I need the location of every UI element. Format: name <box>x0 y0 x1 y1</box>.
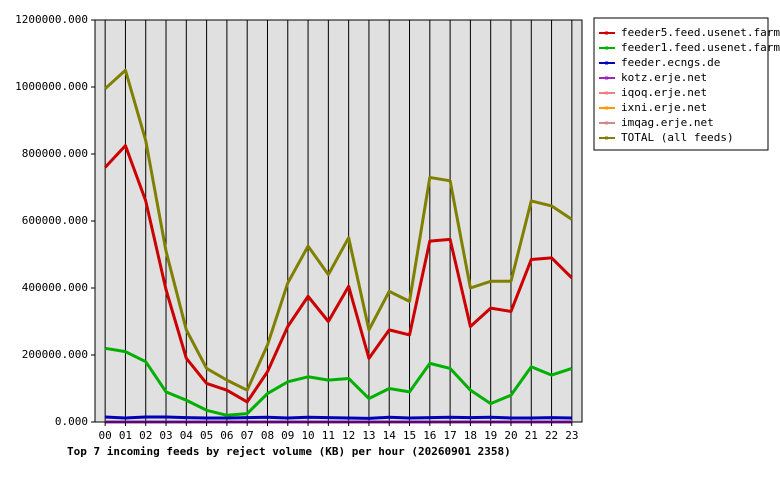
series-line <box>105 415 572 420</box>
x-tick-label: 10 <box>301 429 314 442</box>
y-tick-label: 1200000.000 <box>15 13 88 26</box>
chart-title: Top 7 incoming feeds by reject volume (K… <box>67 445 511 458</box>
x-tick-label: 14 <box>383 429 397 442</box>
x-tick-label: 18 <box>464 429 477 442</box>
y-tick-label: 800000.000 <box>22 147 88 160</box>
legend-label: feeder5.feed.usenet.farm <box>621 26 780 39</box>
legend-label: imqag.erje.net <box>621 116 714 129</box>
legend-dot <box>605 106 608 110</box>
x-tick-label: 07 <box>241 429 254 442</box>
x-tick-label: 13 <box>362 429 375 442</box>
legend-label: ixni.erje.net <box>621 101 707 114</box>
x-tick-label: 04 <box>180 429 194 442</box>
x-tick-label: 15 <box>403 429 416 442</box>
x-tick-label: 22 <box>545 429 558 442</box>
x-tick-label: 05 <box>200 429 213 442</box>
series-line <box>104 346 573 417</box>
x-tick-label: 21 <box>525 429 538 442</box>
x-tick-label: 06 <box>220 429 233 442</box>
x-tick-label: 17 <box>443 429 456 442</box>
x-tick-label: 09 <box>281 429 294 442</box>
y-tick-label: 1000000.000 <box>15 80 88 93</box>
x-tick-label: 12 <box>342 429 355 442</box>
legend-dot <box>605 76 608 80</box>
x-tick-label: 00 <box>99 429 112 442</box>
legend-label: kotz.erje.net <box>621 71 707 84</box>
y-tick-label: 400000.000 <box>22 281 88 294</box>
x-tick-label: 19 <box>484 429 497 442</box>
series-line <box>104 68 573 392</box>
y-tick-label: 600000.000 <box>22 214 88 227</box>
legend-dot <box>605 31 608 35</box>
x-tick-label: 23 <box>565 429 578 442</box>
legend-label: feeder.ecngs.de <box>621 56 720 69</box>
y-tick-label: 0.000 <box>55 415 88 428</box>
x-tick-label: 20 <box>504 429 517 442</box>
series-line <box>104 144 573 404</box>
legend-label: TOTAL (all feeds) <box>621 131 734 144</box>
x-tick-label: 03 <box>159 429 172 442</box>
x-tick-label: 01 <box>119 429 132 442</box>
legend-dot <box>605 46 608 50</box>
x-tick-label: 11 <box>322 429 335 442</box>
x-tick-label: 02 <box>139 429 152 442</box>
legend-label: feeder1.feed.usenet.farm <box>621 41 780 54</box>
legend-dot <box>605 91 608 95</box>
legend-box <box>593 17 769 151</box>
legend-dot <box>605 61 608 65</box>
legend-dot <box>605 136 608 140</box>
plot-area <box>95 20 582 422</box>
legend-dot <box>605 121 608 125</box>
x-tick-label: 08 <box>261 429 274 442</box>
legend-label: iqoq.erje.net <box>621 86 707 99</box>
x-tick-label: 16 <box>423 429 436 442</box>
y-tick-label: 200000.000 <box>22 348 88 361</box>
